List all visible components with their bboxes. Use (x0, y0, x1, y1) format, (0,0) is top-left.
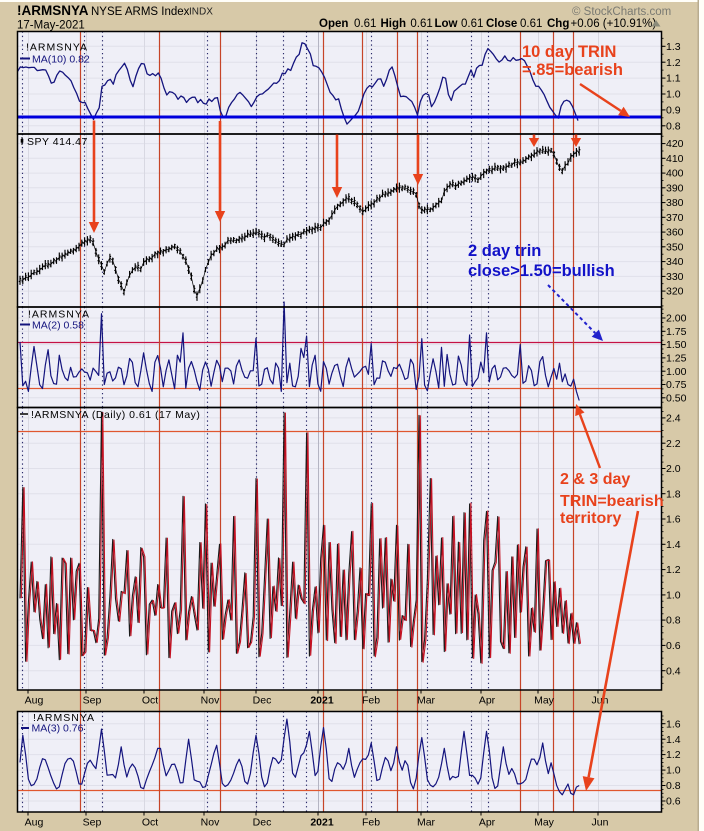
svg-text:close>1.50=bullish: close>1.50=bullish (468, 262, 615, 280)
svg-text:340: 340 (666, 256, 684, 268)
svg-text:2 & 3 day: 2 & 3 day (560, 471, 630, 488)
svg-text:Apr: Apr (479, 817, 496, 829)
svg-text:Jun: Jun (592, 817, 609, 829)
svg-text:2 day trin: 2 day trin (468, 242, 541, 260)
svg-text:0.8: 0.8 (666, 780, 681, 792)
svg-text:350: 350 (666, 241, 684, 253)
svg-text:2.4: 2.4 (666, 413, 681, 425)
svg-text:Apr: Apr (479, 695, 496, 707)
svg-text:1.1: 1.1 (666, 73, 681, 85)
svg-text:1.00: 1.00 (666, 366, 687, 378)
svg-text:0.61: 0.61 (354, 18, 376, 30)
svg-text:Close: Close (486, 18, 517, 30)
svg-text:1.6: 1.6 (666, 718, 681, 730)
svg-text:!ARMSNYA: !ARMSNYA (17, 3, 89, 18)
svg-text:2.00: 2.00 (666, 313, 687, 325)
svg-text:0.6: 0.6 (666, 796, 681, 808)
svg-text:MA(3) 0.76: MA(3) 0.76 (32, 723, 84, 735)
svg-text:MA(2) 0.58: MA(2) 0.58 (32, 320, 84, 332)
svg-text:MA(10) 0.82: MA(10) 0.82 (32, 54, 90, 66)
svg-text:370: 370 (666, 212, 684, 224)
svg-text:420: 420 (666, 138, 684, 150)
svg-text:Sep: Sep (83, 817, 102, 829)
svg-text:Open: Open (319, 18, 348, 30)
svg-text:Dec: Dec (253, 817, 272, 829)
svg-text:17-May-2021: 17-May-2021 (17, 20, 85, 32)
svg-text:400: 400 (666, 168, 684, 180)
svg-text:1.3: 1.3 (666, 41, 681, 53)
svg-text:Low: Low (435, 18, 458, 30)
svg-text:© StockCharts.com: © StockCharts.com (572, 6, 671, 18)
svg-text:territory: territory (560, 510, 621, 527)
svg-text:Oct: Oct (142, 817, 158, 829)
svg-text:!ARMSNYA: !ARMSNYA (33, 712, 95, 724)
svg-text:Oct: Oct (142, 695, 158, 707)
svg-text:1.4: 1.4 (666, 734, 681, 746)
svg-text:Sep: Sep (83, 695, 102, 707)
svg-text:2021: 2021 (310, 695, 334, 707)
svg-text:0.61: 0.61 (461, 18, 483, 30)
svg-text:380: 380 (666, 197, 684, 209)
svg-text:1.0: 1.0 (666, 89, 681, 101)
svg-text:1.0: 1.0 (666, 765, 681, 777)
svg-text:410: 410 (666, 153, 684, 165)
svg-text:May: May (534, 695, 555, 707)
svg-text:NYSE ARMS Index: NYSE ARMS Index (91, 6, 190, 18)
svg-text:Chg: Chg (547, 18, 569, 30)
svg-text:!ARMSNYA (Daily) 0.61 (17 May): !ARMSNYA (Daily) 0.61 (17 May) (31, 409, 200, 421)
svg-text:!ARMSNYA: !ARMSNYA (26, 42, 88, 54)
svg-text:May: May (534, 817, 555, 829)
svg-text:Mar: Mar (417, 695, 436, 707)
svg-text:0.8: 0.8 (666, 120, 681, 132)
svg-text:320: 320 (666, 286, 684, 298)
svg-text:1.50: 1.50 (666, 339, 687, 351)
svg-text:1.75: 1.75 (666, 326, 687, 338)
svg-text:1.2: 1.2 (666, 564, 681, 576)
svg-text:!ARMSNYA: !ARMSNYA (28, 309, 90, 321)
svg-text:Nov: Nov (201, 695, 220, 707)
svg-text:INDX: INDX (189, 7, 213, 18)
svg-text:2.0: 2.0 (666, 463, 681, 475)
svg-text:0.4: 0.4 (666, 665, 681, 677)
svg-text:1.2: 1.2 (666, 749, 681, 761)
svg-text:0.8: 0.8 (666, 615, 681, 627)
svg-text:1.4: 1.4 (666, 539, 681, 551)
svg-text:1.0: 1.0 (666, 590, 681, 602)
svg-text:10 day TRIN: 10 day TRIN (522, 43, 616, 61)
svg-text:Nov: Nov (201, 817, 220, 829)
svg-text:2021: 2021 (310, 817, 334, 829)
svg-text:0.9: 0.9 (666, 105, 681, 117)
svg-text:330: 330 (666, 271, 684, 283)
svg-text:0.6: 0.6 (666, 640, 681, 652)
svg-text:390: 390 (666, 182, 684, 194)
svg-text:0.50: 0.50 (666, 392, 687, 404)
svg-text:360: 360 (666, 227, 684, 239)
svg-text:Jun: Jun (592, 695, 609, 707)
svg-text:0.75: 0.75 (666, 379, 687, 391)
svg-text:1.2: 1.2 (666, 57, 681, 69)
svg-text:Aug: Aug (25, 695, 44, 707)
svg-text:Aug: Aug (25, 817, 44, 829)
svg-text:Dec: Dec (253, 695, 272, 707)
svg-text:High: High (381, 18, 407, 30)
svg-text:=.85=bearish: =.85=bearish (522, 61, 623, 79)
svg-text:Feb: Feb (362, 695, 380, 707)
svg-text:2.2: 2.2 (666, 438, 681, 450)
svg-text:1.25: 1.25 (666, 353, 687, 365)
svg-text:1.6: 1.6 (666, 514, 681, 526)
svg-text:0.61: 0.61 (410, 18, 432, 30)
svg-text:0.61: 0.61 (520, 18, 542, 30)
svg-text:TRIN=bearish: TRIN=bearish (560, 493, 664, 510)
svg-text:1.8: 1.8 (666, 488, 681, 500)
svg-text:Mar: Mar (417, 817, 436, 829)
svg-text:+0.06 (+10.91%): +0.06 (+10.91%) (571, 18, 657, 30)
svg-text:SPY 414.47: SPY 414.47 (27, 136, 88, 148)
svg-text:Feb: Feb (362, 817, 380, 829)
